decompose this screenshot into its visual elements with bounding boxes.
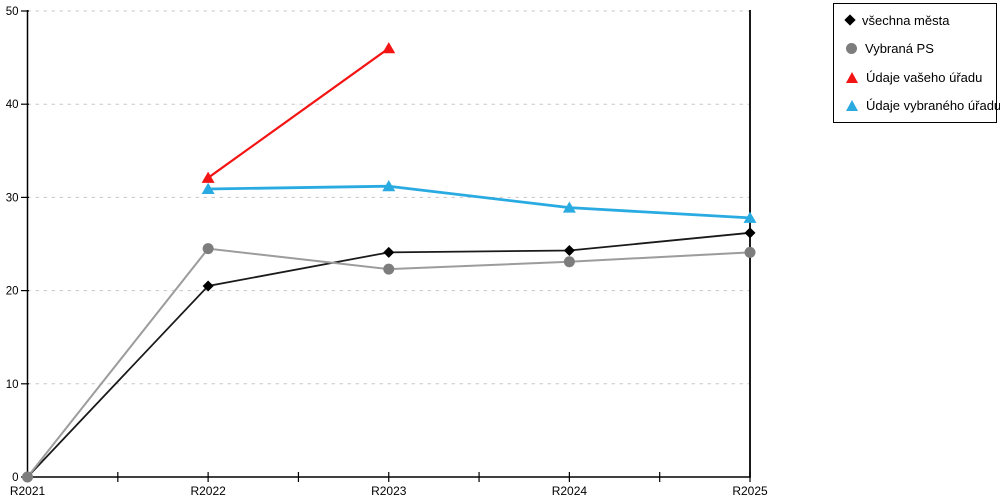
- data-point-circle: [383, 263, 395, 275]
- series-line-2: [207, 47, 390, 179]
- y-tick-label: 50: [6, 6, 19, 18]
- legend-item-udaje-vybraneho-uradu: Údaje vybraného úřadu: [846, 92, 1000, 121]
- data-point-circle: [744, 246, 756, 258]
- data-point-circle: [563, 256, 575, 268]
- data-point-diamond: [563, 245, 575, 257]
- circle-marker-icon: [846, 43, 857, 55]
- x-tick-label: R2025: [732, 484, 768, 498]
- data-point-diamond: [744, 227, 756, 239]
- triangle-marker-icon: [846, 100, 858, 112]
- x-tick-label: R2022: [190, 484, 226, 498]
- y-tick-label: 10: [6, 379, 19, 391]
- data-point-diamond: [383, 246, 395, 258]
- data-point-triangle: [382, 42, 396, 54]
- data-point-circle: [202, 243, 214, 255]
- data-point-diamond: [202, 280, 214, 292]
- data-point-triangle: [201, 182, 215, 195]
- triangle-marker-icon: [846, 71, 858, 83]
- series-line-3: [208, 184, 751, 220]
- y-tick-label: 40: [6, 99, 19, 111]
- data-point-triangle: [743, 211, 757, 223]
- x-tick-label: R2021: [10, 484, 46, 498]
- legend-label: všechna města: [862, 12, 950, 28]
- data-point-circle: [22, 471, 33, 483]
- data-point-triangle: [201, 171, 215, 183]
- y-tick-label: 0: [12, 472, 18, 484]
- legend-item-udaje-vaseho-uradu: Údaje vašeho úřadu: [846, 63, 996, 92]
- legend-label: Údaje vašeho úřadu: [866, 69, 983, 85]
- y-tick-label: 20: [6, 286, 19, 298]
- data-point-triangle: [562, 201, 576, 213]
- y-tick-label: 30: [6, 192, 19, 204]
- x-tick-label: R2023: [371, 484, 407, 498]
- legend-label: Vybraná PS: [865, 41, 934, 57]
- legend: všechna města Vybraná PS Údaje vašeho úř…: [833, 3, 1000, 123]
- x-tick-label: R2024: [552, 484, 588, 498]
- legend-item-vsechna-mesta: všechna města: [844, 6, 996, 35]
- legend-item-vybrana-ps: Vybraná PS: [846, 35, 996, 64]
- data-point-triangle: [382, 180, 396, 192]
- diamond-marker-icon: [844, 14, 856, 26]
- legend-label: Údaje vybraného úřadu: [866, 98, 1000, 114]
